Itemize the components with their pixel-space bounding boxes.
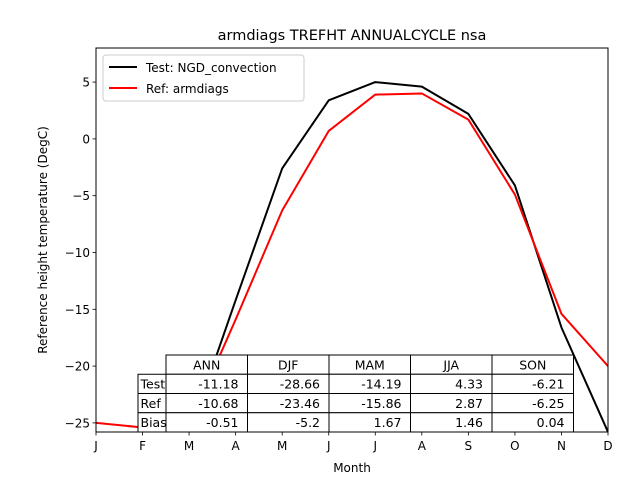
- table-cell-value: 2.87: [455, 396, 483, 411]
- x-tick-label: S: [465, 439, 473, 453]
- x-tick-label: O: [510, 439, 519, 453]
- x-axis-label: Month: [333, 461, 371, 475]
- table-cell-value: -5.2: [296, 415, 320, 430]
- table-header-label: ANN: [193, 357, 220, 372]
- y-axis-label: Reference height temperature (DegC): [36, 126, 50, 354]
- y-tick-label: 0: [82, 132, 90, 146]
- y-tick-label: −5: [72, 189, 90, 203]
- legend-box: [102, 54, 305, 102]
- y-tick-label: −15: [65, 303, 90, 317]
- table-cell-value: 4.33: [455, 377, 483, 392]
- stats-table: ANN DJF MAM JJA SON Test -11.18 -28.66 -14.19 4.3…: [137, 354, 574, 433]
- table-cell-value: 1.67: [374, 415, 402, 430]
- x-tick-label: M: [184, 439, 194, 453]
- x-tick-label: F: [139, 439, 146, 453]
- legend: Test: NGD_convection Ref: armdiags: [102, 54, 305, 102]
- x-tick-label: J: [372, 439, 377, 453]
- x-tick-label: D: [603, 439, 612, 453]
- y-axis-ticks: −25 −20 −15 −10 −5 0 5: [65, 76, 96, 430]
- table-cell-value: -23.46: [280, 396, 320, 411]
- legend-ref-label: Ref: armdiags: [146, 82, 229, 96]
- y-tick-label: −20: [65, 360, 90, 374]
- table-header-label: DJF: [278, 357, 299, 372]
- table-header-label: MAM: [355, 357, 385, 372]
- x-tick-label: J: [93, 439, 98, 453]
- y-tick-label: 5: [82, 76, 90, 90]
- table-cell-value: -0.51: [206, 415, 238, 430]
- table-cell-value: -6.21: [532, 377, 564, 392]
- table-cell-value: -6.25: [532, 396, 564, 411]
- table-header-label: JJA: [442, 357, 459, 372]
- table-cell-value: -15.86: [361, 396, 401, 411]
- x-tick-label: A: [232, 439, 241, 453]
- table-header-label: SON: [519, 357, 546, 372]
- series-test-line: [188, 81, 608, 432]
- table-cell-value: -28.66: [280, 377, 320, 392]
- x-tick-label: M: [277, 439, 287, 453]
- legend-test-label: Test: NGD_convection: [145, 61, 277, 75]
- table-cell-value: 1.46: [455, 415, 483, 430]
- x-tick-label: N: [557, 439, 566, 453]
- table-row-label: Ref: [141, 396, 162, 411]
- y-tick-label: −25: [65, 416, 90, 430]
- table-row-label: Bias: [141, 415, 167, 430]
- chart-title: armdiags TREFHT ANNUALCYCLE nsa: [218, 28, 487, 44]
- y-tick-label: −10: [65, 246, 90, 260]
- x-tick-label: A: [418, 439, 427, 453]
- plot-frame: [95, 47, 609, 433]
- table-row-label: Test: [140, 377, 166, 392]
- table-cell-value: 0.04: [537, 415, 565, 430]
- table-cell-value: -11.18: [198, 377, 238, 392]
- table-cell-value: -10.68: [198, 396, 238, 411]
- x-tick-label: J: [326, 439, 331, 453]
- table-cell-value: -14.19: [361, 377, 401, 392]
